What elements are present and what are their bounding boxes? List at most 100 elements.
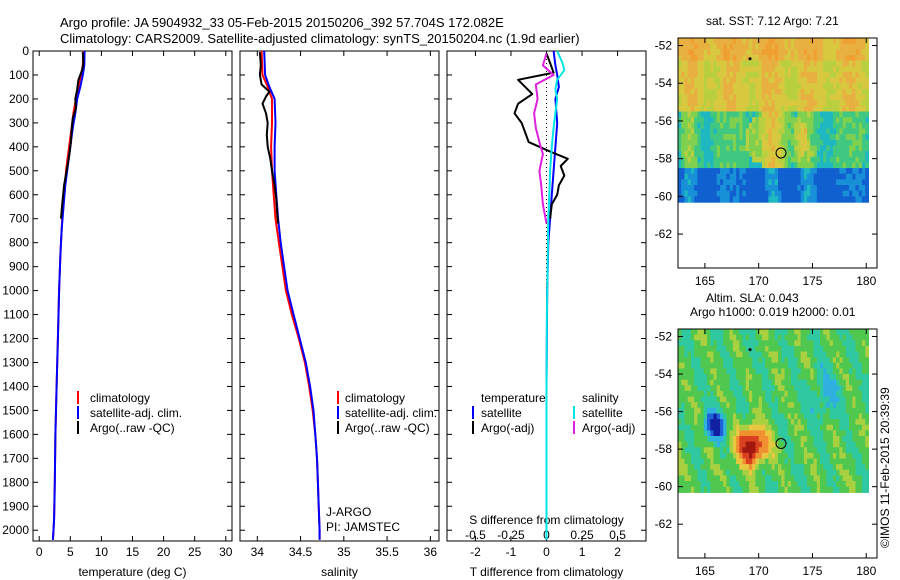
map-cell xyxy=(797,390,802,398)
map-cell xyxy=(745,71,750,79)
map-cell xyxy=(755,458,760,465)
map-y-tick-label: -60 xyxy=(655,189,673,203)
map-cell xyxy=(723,345,727,353)
map-cell xyxy=(749,88,753,96)
map-cell xyxy=(787,38,792,45)
map-cell xyxy=(852,357,857,364)
map-cell xyxy=(684,162,689,169)
map-cell xyxy=(713,407,718,414)
map-cell xyxy=(755,396,760,403)
map-cell xyxy=(858,105,863,113)
map-cell xyxy=(720,374,724,381)
map-cell xyxy=(707,329,711,336)
map-cell xyxy=(858,441,863,448)
map-cell xyxy=(852,374,857,381)
series-line-satellite-adj-clim- xyxy=(263,50,321,540)
map-cell xyxy=(720,77,724,84)
map-cell xyxy=(778,447,782,454)
map-cell xyxy=(797,71,802,79)
map-cell xyxy=(790,88,795,96)
map-cell xyxy=(842,49,847,56)
map-cell xyxy=(784,345,789,353)
map-cell xyxy=(681,134,685,141)
map-cell xyxy=(852,469,857,476)
map-cell xyxy=(694,71,698,79)
map-cell xyxy=(858,185,863,192)
map-cell xyxy=(797,447,802,454)
map-cell xyxy=(810,139,815,147)
map-cell xyxy=(749,122,753,130)
map-cell xyxy=(745,452,750,460)
map-cell xyxy=(758,402,763,409)
map-cell xyxy=(684,407,689,414)
map-cell xyxy=(784,60,789,67)
map-cell xyxy=(852,185,857,192)
map-cell xyxy=(790,111,795,118)
map-cell xyxy=(716,357,721,364)
map-cell xyxy=(797,55,802,62)
map-cell xyxy=(787,419,792,426)
map-cell xyxy=(790,71,795,79)
map-cell xyxy=(816,105,821,113)
map-cell xyxy=(768,351,773,358)
map-cell xyxy=(771,94,776,101)
map-cell xyxy=(690,329,695,336)
map-cell xyxy=(803,340,808,347)
map-cell xyxy=(723,340,727,347)
map-cell xyxy=(845,357,850,364)
map-cell xyxy=(797,424,802,431)
depth-tick-label: 1900 xyxy=(2,499,29,513)
map-cell xyxy=(707,436,711,443)
map-cell xyxy=(690,345,695,353)
map-cell xyxy=(803,441,808,448)
map-cell xyxy=(761,49,766,56)
map-cell xyxy=(845,345,850,353)
map-cell xyxy=(716,60,721,67)
map-cell xyxy=(852,329,857,336)
map-cell xyxy=(736,196,740,203)
map-cell xyxy=(697,77,702,84)
map-cell xyxy=(678,122,682,130)
map-cell xyxy=(703,128,708,135)
map-cell xyxy=(816,424,821,431)
map-cell xyxy=(800,196,805,203)
map-cell xyxy=(794,413,798,420)
map-cell xyxy=(842,128,847,135)
map-cell xyxy=(826,117,831,124)
map-cell xyxy=(716,134,721,141)
map-cell xyxy=(839,83,844,90)
map-cell xyxy=(839,179,844,186)
map-cell xyxy=(771,60,776,67)
map-cell xyxy=(771,43,776,50)
map-cell xyxy=(829,83,834,90)
map-cell xyxy=(790,407,795,414)
map-cell xyxy=(700,357,705,364)
map-cell xyxy=(707,362,711,369)
map-cell xyxy=(755,329,760,336)
map-cell xyxy=(726,122,731,130)
map-cell xyxy=(690,55,695,62)
map-cell xyxy=(784,196,789,203)
map-cell xyxy=(781,128,786,135)
map-cell xyxy=(713,66,718,73)
map-cell xyxy=(678,145,682,152)
map-cell xyxy=(797,413,802,420)
map-cell xyxy=(842,407,847,414)
map-cell xyxy=(736,469,740,476)
map-cell xyxy=(713,441,718,448)
series-line-salinity-satellite xyxy=(545,50,566,540)
map-cell xyxy=(774,185,779,192)
map-cell xyxy=(800,139,805,147)
map-cell xyxy=(710,55,715,62)
map-cell xyxy=(732,396,737,403)
map-cell xyxy=(794,475,798,482)
map-cell xyxy=(787,55,792,62)
map-cell xyxy=(710,441,715,448)
map-cell xyxy=(729,481,734,488)
map-cell xyxy=(823,413,827,420)
map-cell xyxy=(816,185,821,192)
map-cell xyxy=(787,168,792,175)
map-cell xyxy=(807,162,811,169)
map-cell xyxy=(723,83,727,90)
map-cell xyxy=(810,71,815,79)
